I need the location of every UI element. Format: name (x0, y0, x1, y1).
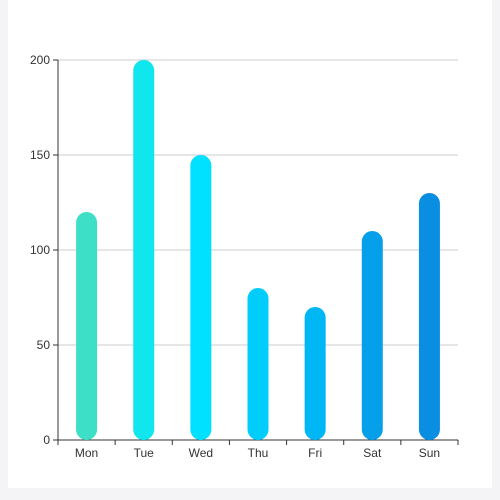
x-tick-label: Thu (248, 446, 269, 460)
y-tick-label: 200 (30, 53, 50, 67)
tick-labels: 0 50 100 150 200 Mon Tue Wed Thu Fri Sat Sun (30, 53, 440, 460)
y-tick-label: 100 (30, 243, 50, 257)
bar-sat[interactable] (361, 231, 383, 440)
x-tick-label: Tue (134, 446, 155, 460)
y-tick-label: 150 (30, 148, 50, 162)
bar-sun[interactable] (418, 193, 440, 440)
bar-tue[interactable] (133, 60, 155, 440)
chart-canvas: 0 50 100 150 200 Mon Tue Wed Thu Fri Sat Sun (8, 0, 492, 488)
x-tick-label: Fri (308, 446, 322, 460)
bar-mon[interactable] (76, 212, 98, 440)
bars (76, 60, 440, 440)
y-tick-label: 0 (43, 433, 50, 447)
x-tick-label: Sun (419, 446, 440, 460)
y-tick-label: 50 (37, 338, 51, 352)
bar-fri[interactable] (304, 307, 326, 440)
bar-chart: 0 50 100 150 200 Mon Tue Wed Thu Fri Sat Sun (30, 53, 459, 460)
bar-thu[interactable] (247, 288, 269, 440)
bar-wed[interactable] (190, 155, 212, 440)
x-tick-label: Wed (189, 446, 213, 460)
axes (53, 59, 459, 445)
x-tick-label: Mon (75, 446, 98, 460)
x-tick-label: Sat (363, 446, 382, 460)
